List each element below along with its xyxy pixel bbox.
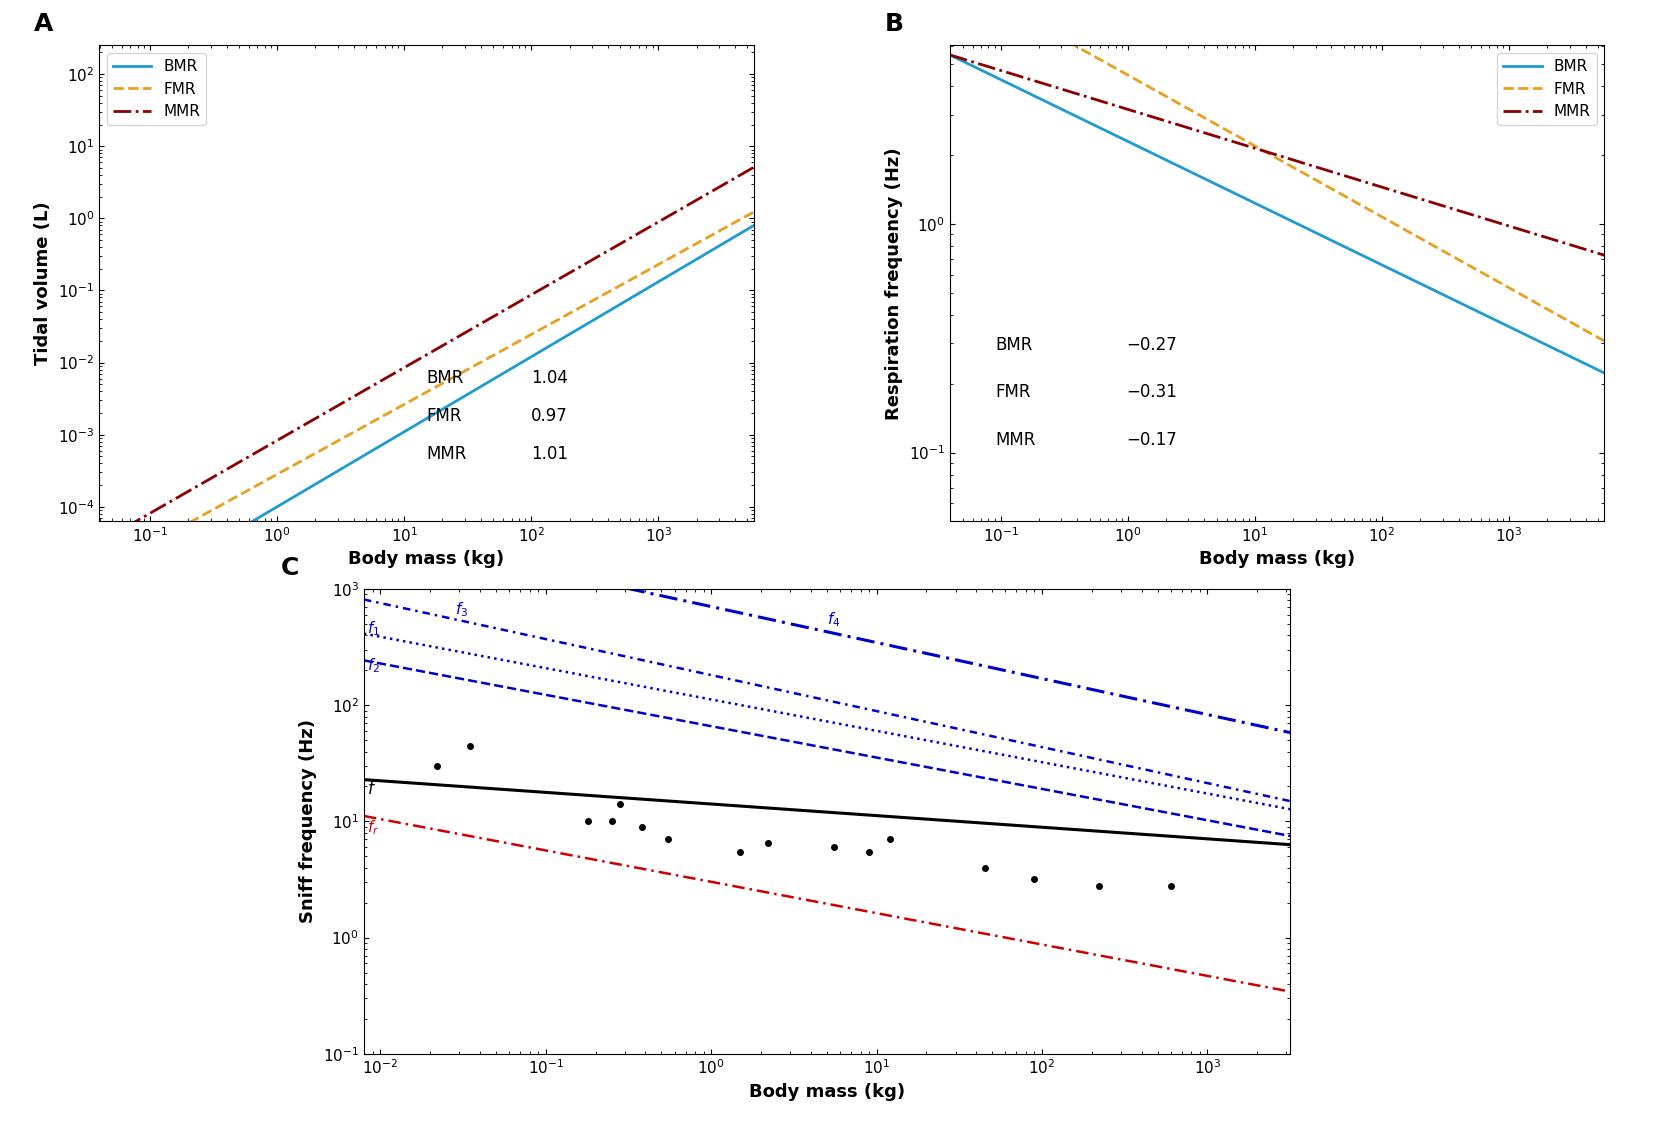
BMR	[1477, 309, 1497, 323]
MMR	[1594, 248, 1614, 262]
FMR	[744, 205, 764, 219]
MMR	[478, 313, 498, 326]
Text: $f_r$: $f_r$	[367, 818, 380, 837]
Y-axis label: Respiration frequency (Hz): Respiration frequency (Hz)	[885, 147, 903, 419]
Text: −0.27: −0.27	[1126, 335, 1178, 353]
MMR	[1293, 156, 1313, 170]
Text: BMR: BMR	[427, 369, 463, 387]
FMR	[1578, 325, 1598, 339]
X-axis label: Body mass (kg): Body mass (kg)	[349, 551, 504, 569]
FMR	[1594, 334, 1614, 348]
BMR	[625, 289, 645, 303]
FMR	[1250, 143, 1270, 156]
Legend: BMR, FMR, MMR: BMR, FMR, MMR	[1497, 53, 1596, 126]
Text: $f_3$: $f_3$	[455, 600, 468, 620]
Line: MMR: MMR	[99, 168, 754, 543]
Text: B: B	[885, 11, 903, 36]
BMR	[939, 48, 959, 61]
BMR	[1293, 220, 1313, 233]
Y-axis label: Sniff frequency (Hz): Sniff frequency (Hz)	[299, 719, 318, 923]
FMR	[728, 214, 748, 228]
FMR	[400, 394, 420, 408]
MMR	[89, 536, 109, 550]
MMR	[400, 357, 420, 370]
Text: $f_2$: $f_2$	[367, 656, 380, 675]
Text: 0.97: 0.97	[531, 407, 567, 425]
BMR	[744, 219, 764, 232]
FMR	[1330, 186, 1350, 199]
FMR	[443, 370, 463, 384]
MMR	[744, 161, 764, 174]
Text: MMR: MMR	[996, 431, 1035, 449]
Legend: BMR, FMR, MMR: BMR, FMR, MMR	[108, 53, 207, 126]
Text: 1.04: 1.04	[531, 369, 567, 387]
MMR	[728, 170, 748, 184]
Y-axis label: Tidal volume (L): Tidal volume (L)	[35, 202, 53, 365]
BMR	[1578, 359, 1598, 373]
Line: FMR: FMR	[99, 212, 754, 572]
BMR	[478, 375, 498, 389]
Text: A: A	[33, 11, 53, 36]
MMR	[1255, 145, 1275, 159]
Text: FMR: FMR	[427, 407, 461, 425]
FMR	[404, 392, 423, 406]
FMR	[625, 270, 645, 283]
FMR	[1255, 145, 1275, 159]
Text: −0.31: −0.31	[1126, 383, 1178, 401]
MMR	[1578, 244, 1598, 257]
MMR	[1250, 143, 1270, 156]
Line: MMR: MMR	[949, 54, 1604, 255]
BMR	[443, 397, 463, 410]
BMR	[89, 605, 109, 619]
Text: $f_4$: $f_4$	[827, 611, 840, 630]
Line: BMR: BMR	[99, 225, 754, 612]
FMR	[1477, 269, 1497, 282]
Text: C: C	[281, 556, 299, 580]
BMR	[1330, 238, 1350, 252]
MMR	[1477, 212, 1497, 225]
BMR	[1255, 202, 1275, 215]
FMR	[89, 565, 109, 579]
X-axis label: Body mass (kg): Body mass (kg)	[1199, 551, 1355, 569]
X-axis label: Body mass (kg): Body mass (kg)	[749, 1083, 905, 1101]
Text: FMR: FMR	[996, 383, 1032, 401]
FMR	[478, 351, 498, 365]
Text: BMR: BMR	[996, 335, 1034, 353]
BMR	[1250, 199, 1270, 213]
BMR	[728, 228, 748, 241]
MMR	[443, 333, 463, 347]
Text: −0.17: −0.17	[1126, 431, 1178, 449]
MMR	[625, 228, 645, 241]
MMR	[1330, 168, 1350, 181]
Line: FMR: FMR	[949, 0, 1604, 341]
MMR	[939, 48, 959, 61]
Text: $f$: $f$	[367, 781, 377, 798]
Line: BMR: BMR	[949, 54, 1604, 373]
Text: 1.01: 1.01	[531, 445, 569, 463]
Text: $f_1$: $f_1$	[367, 620, 380, 638]
BMR	[404, 419, 423, 433]
BMR	[400, 421, 420, 435]
Text: MMR: MMR	[427, 445, 466, 463]
MMR	[404, 356, 423, 369]
FMR	[1293, 167, 1313, 180]
BMR	[1594, 366, 1614, 380]
